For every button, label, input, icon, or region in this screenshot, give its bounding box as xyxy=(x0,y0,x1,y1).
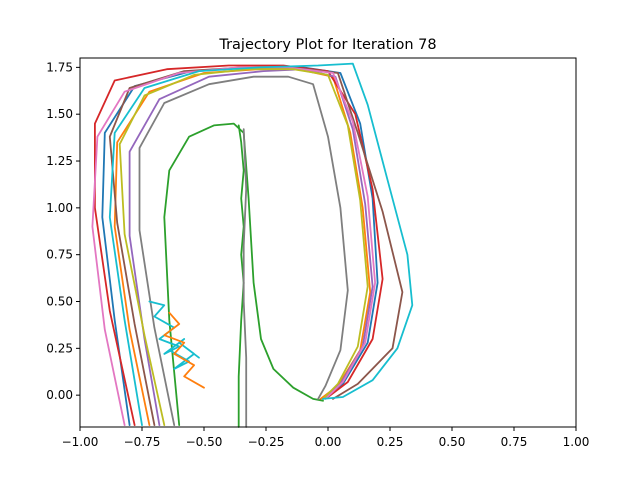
y-tick-label: 0.50 xyxy=(46,295,73,309)
plot-frame xyxy=(79,57,577,428)
y-tick-label: 1.75 xyxy=(46,60,73,74)
x-tick-label: 0.75 xyxy=(501,435,528,449)
series-line-10 xyxy=(237,124,245,428)
series-layer xyxy=(91,62,414,428)
x-tick-label: 0.25 xyxy=(377,435,404,449)
x-tick-label: −1.00 xyxy=(62,435,99,449)
series-line-6 xyxy=(91,66,377,427)
series-line-11 xyxy=(242,128,248,428)
y-tick-label: 1.25 xyxy=(46,154,73,168)
x-tick-label: −0.25 xyxy=(248,435,285,449)
y-tick-label: 0.00 xyxy=(46,388,73,402)
y-tick-label: 1.00 xyxy=(46,201,73,215)
x-tick-label: 0.50 xyxy=(439,435,466,449)
y-tick-label: 1.50 xyxy=(46,107,73,121)
series-line-9 xyxy=(108,62,414,427)
y-axis: 0.00 0.25 0.50 0.75 1.00 1.25 1.50 1.75 xyxy=(46,60,80,402)
series-line-7 xyxy=(138,75,349,427)
x-tick-label: −0.75 xyxy=(124,435,161,449)
x-axis: −1.00 −0.75 −0.50 −0.25 0.00 0.25 0.50 0.75 1.00 xyxy=(62,427,590,449)
x-tick-label: −0.50 xyxy=(186,435,223,449)
series-line-12 xyxy=(148,300,200,370)
y-tick-label: 0.25 xyxy=(46,341,73,355)
series-line-13 xyxy=(163,311,205,389)
series-line-8 xyxy=(118,68,369,427)
x-tick-label: 1.00 xyxy=(563,435,590,449)
y-tick-label: 0.75 xyxy=(46,248,73,262)
x-tick-label: 0.00 xyxy=(315,435,342,449)
chart-title: Trajectory Plot for Iteration 78 xyxy=(218,37,436,53)
